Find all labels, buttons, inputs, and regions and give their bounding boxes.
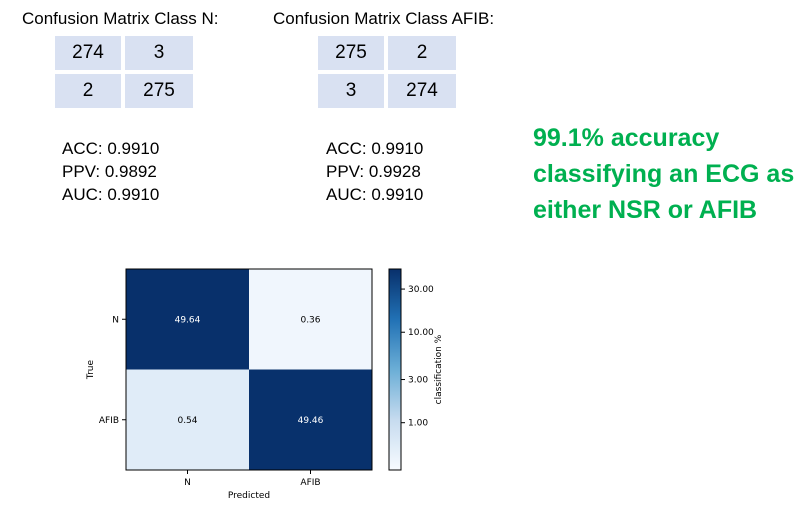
cell-value-label: 49.64 (175, 315, 201, 325)
cm-cell: 3 (125, 36, 193, 70)
cm-table-n: 274 3 2 275 (55, 36, 193, 108)
metric-ppv: PPV: 0.9928 (326, 162, 421, 181)
metric-ppv: PPV: 0.9892 (62, 162, 157, 181)
headline: 99.1% accuracy classifying an ECG as eit… (533, 124, 795, 224)
y-tick-label: AFIB (99, 416, 119, 426)
heatmap-cell (126, 369, 249, 470)
cm-cell: 2 (55, 74, 121, 108)
metrics-afib: ACC: 0.9910 PPV: 0.9928 AUC: 0.9910 (326, 137, 423, 206)
cm-table-afib: 275 2 3 274 (318, 36, 456, 108)
x-tick-label: AFIB (300, 478, 320, 488)
colorbar-tick-label: 1.00 (408, 419, 428, 429)
cm-cell: 3 (318, 74, 384, 108)
colorbar-tick-label: 3.00 (408, 376, 428, 386)
metric-auc: AUC: 0.9910 (62, 185, 160, 204)
cm-title-n: Confusion Matrix Class N: (22, 9, 219, 28)
x-tick-label: N (184, 478, 191, 488)
metric-acc: ACC: 0.9910 (326, 139, 424, 158)
metric-acc: ACC: 0.9910 (62, 139, 160, 158)
cell-value-label: 49.46 (298, 416, 324, 426)
cell-value-label: 0.54 (177, 416, 197, 426)
plot-frame (125, 268, 373, 471)
colorbar-tick-label: 30.00 (408, 285, 434, 295)
metrics-n: ACC: 0.9910 PPV: 0.9892 AUC: 0.9910 (62, 137, 159, 206)
cm-title-afib: Confusion Matrix Class AFIB: (273, 9, 495, 28)
cm-cell: 275 (125, 74, 193, 108)
metric-auc: AUC: 0.9910 (326, 185, 424, 204)
colorbar-tick-label: 10.00 (408, 328, 434, 338)
y-tick-label: N (112, 315, 119, 325)
x-axis-label: Predicted (228, 491, 270, 501)
colorbar-label: classification % (434, 334, 444, 404)
cm-cell: 275 (318, 36, 384, 70)
heatmap-cell (249, 269, 372, 370)
heatmap-cell (126, 269, 249, 370)
heatmap-cell (249, 369, 372, 470)
y-axis-label: True (86, 359, 96, 380)
cm-cell: 274 (55, 36, 121, 70)
cm-cell: 2 (388, 36, 456, 70)
cm-cell: 274 (388, 74, 456, 108)
cell-value-label: 0.36 (300, 315, 320, 325)
colorbar (388, 268, 402, 471)
